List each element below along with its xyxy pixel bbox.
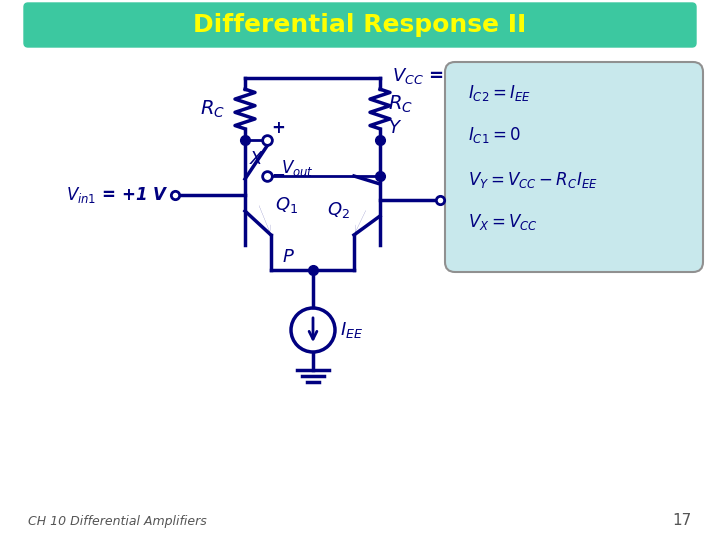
Text: +: +	[271, 119, 285, 137]
Text: −: −	[271, 165, 285, 183]
Text: $I_{C2} = I_{EE}$: $I_{C2} = I_{EE}$	[468, 83, 531, 103]
Text: $I_{C1} = 0$: $I_{C1} = 0$	[468, 125, 521, 145]
Text: $P$: $P$	[282, 248, 295, 266]
Text: CH 10 Differential Amplifiers: CH 10 Differential Amplifiers	[28, 515, 207, 528]
Text: $V_X = V_{CC}$: $V_X = V_{CC}$	[468, 212, 538, 232]
FancyBboxPatch shape	[24, 3, 696, 47]
FancyBboxPatch shape	[445, 62, 703, 272]
Text: $Y$: $Y$	[388, 119, 402, 137]
Text: $V_{out}$: $V_{out}$	[281, 158, 314, 178]
Text: $V_Y = V_{CC} - R_C I_{EE}$: $V_Y = V_{CC} - R_C I_{EE}$	[468, 170, 598, 190]
Text: 17: 17	[672, 513, 692, 528]
Text: $R_C$: $R_C$	[200, 98, 225, 120]
Text: $Q_2$: $Q_2$	[327, 200, 350, 220]
Text: $I_{EE}$: $I_{EE}$	[340, 320, 363, 340]
Text: $R_C$: $R_C$	[388, 93, 413, 114]
Text: $V_{CC}$ = 2.5 V: $V_{CC}$ = 2.5 V	[392, 66, 505, 86]
Text: $V_{in1}$ = +1 V: $V_{in1}$ = +1 V	[66, 185, 169, 205]
Text: Differential Response II: Differential Response II	[194, 13, 526, 37]
Text: $V_{in2}$ = +2 V: $V_{in2}$ = +2 V	[446, 190, 549, 210]
Text: $Q_1$: $Q_1$	[275, 195, 298, 215]
Text: $X$: $X$	[249, 150, 264, 168]
